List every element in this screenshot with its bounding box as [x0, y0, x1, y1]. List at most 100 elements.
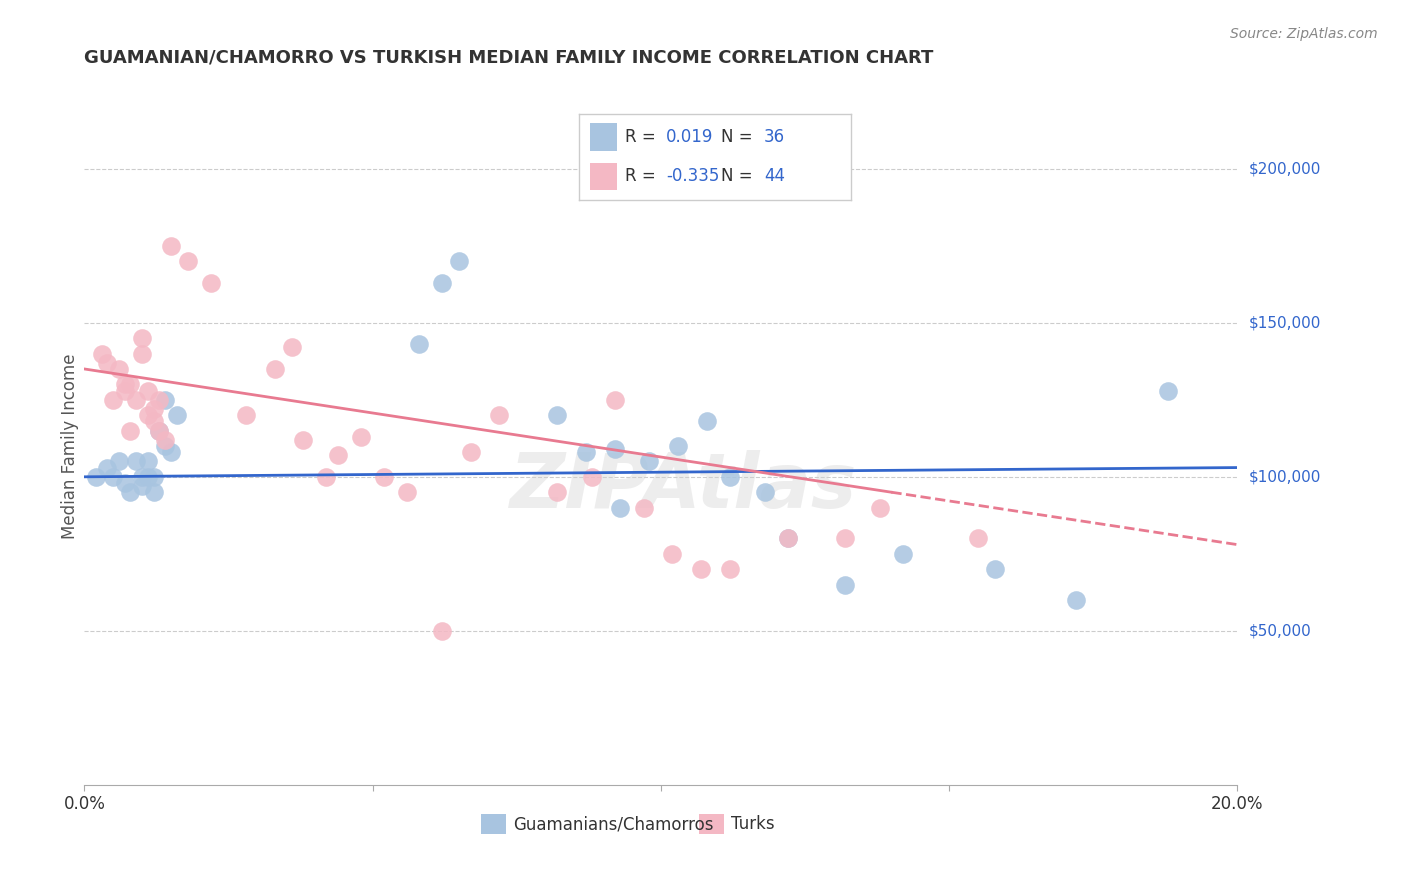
- Text: ZIPAtlas: ZIPAtlas: [510, 450, 858, 524]
- Point: [834, 577, 856, 591]
- Point: [350, 430, 373, 444]
- Bar: [591, 163, 617, 190]
- Point: [718, 470, 741, 484]
- Point: [96, 460, 118, 475]
- Point: [967, 532, 990, 546]
- Point: [263, 362, 285, 376]
- Text: $50,000: $50,000: [1249, 624, 1312, 639]
- Point: [114, 377, 136, 392]
- Point: [160, 238, 183, 252]
- Point: [292, 433, 315, 447]
- Point: [546, 485, 568, 500]
- Point: [869, 500, 891, 515]
- Point: [690, 562, 713, 576]
- Point: [136, 384, 159, 398]
- Point: [114, 475, 136, 490]
- Point: [120, 485, 142, 500]
- Y-axis label: Median Family Income: Median Family Income: [60, 353, 79, 539]
- Point: [120, 424, 142, 438]
- Point: [603, 392, 626, 407]
- Text: $150,000: $150,000: [1249, 315, 1320, 330]
- Point: [177, 254, 200, 268]
- Point: [430, 624, 453, 638]
- Point: [430, 276, 453, 290]
- Point: [200, 276, 222, 290]
- Point: [718, 562, 741, 576]
- Point: [488, 408, 510, 422]
- Point: [603, 442, 626, 456]
- Text: $200,000: $200,000: [1249, 161, 1320, 176]
- Point: [315, 470, 337, 484]
- Point: [575, 445, 598, 459]
- Point: [90, 346, 112, 360]
- Text: $100,000: $100,000: [1249, 469, 1320, 484]
- Text: R =: R =: [626, 128, 661, 145]
- Text: N =: N =: [721, 167, 758, 186]
- Point: [776, 532, 799, 546]
- Point: [235, 408, 257, 422]
- Point: [120, 377, 142, 392]
- Bar: [591, 123, 617, 151]
- Point: [1064, 593, 1087, 607]
- Point: [1157, 384, 1180, 398]
- Point: [449, 254, 471, 268]
- Point: [166, 408, 188, 422]
- Point: [396, 485, 419, 500]
- Text: GUAMANIAN/CHAMORRO VS TURKISH MEDIAN FAMILY INCOME CORRELATION CHART: GUAMANIAN/CHAMORRO VS TURKISH MEDIAN FAM…: [84, 48, 934, 66]
- Point: [142, 470, 165, 484]
- Point: [609, 500, 631, 515]
- Point: [984, 562, 1007, 576]
- Point: [142, 485, 165, 500]
- Point: [776, 532, 799, 546]
- Point: [326, 448, 349, 462]
- Point: [661, 547, 683, 561]
- Point: [581, 470, 603, 484]
- Point: [546, 408, 568, 422]
- Point: [103, 392, 124, 407]
- Point: [84, 470, 107, 484]
- Text: 44: 44: [765, 167, 785, 186]
- Point: [136, 470, 159, 484]
- Point: [136, 408, 159, 422]
- Point: [114, 384, 136, 398]
- Point: [136, 454, 159, 468]
- Point: [160, 445, 183, 459]
- Point: [754, 485, 776, 500]
- Point: [696, 414, 718, 428]
- Text: 36: 36: [765, 128, 786, 145]
- Point: [131, 331, 153, 345]
- Point: [131, 479, 153, 493]
- Point: [153, 433, 176, 447]
- Text: R =: R =: [626, 167, 661, 186]
- Point: [131, 470, 153, 484]
- Point: [148, 392, 170, 407]
- Text: Guamanians/Chamorros: Guamanians/Chamorros: [513, 815, 714, 833]
- Point: [666, 439, 689, 453]
- Point: [148, 424, 170, 438]
- Point: [891, 547, 914, 561]
- Point: [281, 340, 304, 354]
- Point: [373, 470, 395, 484]
- Point: [148, 424, 170, 438]
- Point: [153, 439, 176, 453]
- Point: [103, 470, 124, 484]
- Point: [834, 532, 856, 546]
- Point: [96, 356, 118, 370]
- Point: [408, 337, 430, 351]
- Point: [131, 346, 153, 360]
- Point: [142, 414, 165, 428]
- Text: 0.019: 0.019: [666, 128, 713, 145]
- Point: [633, 500, 655, 515]
- Point: [153, 392, 176, 407]
- Point: [108, 454, 131, 468]
- Text: N =: N =: [721, 128, 758, 145]
- Point: [108, 362, 131, 376]
- Text: Turks: Turks: [731, 815, 775, 833]
- Point: [125, 392, 148, 407]
- Point: [460, 445, 482, 459]
- Point: [125, 454, 148, 468]
- Point: [638, 454, 661, 468]
- Text: -0.335: -0.335: [666, 167, 720, 186]
- Text: Source: ZipAtlas.com: Source: ZipAtlas.com: [1230, 27, 1378, 41]
- Point: [142, 402, 165, 417]
